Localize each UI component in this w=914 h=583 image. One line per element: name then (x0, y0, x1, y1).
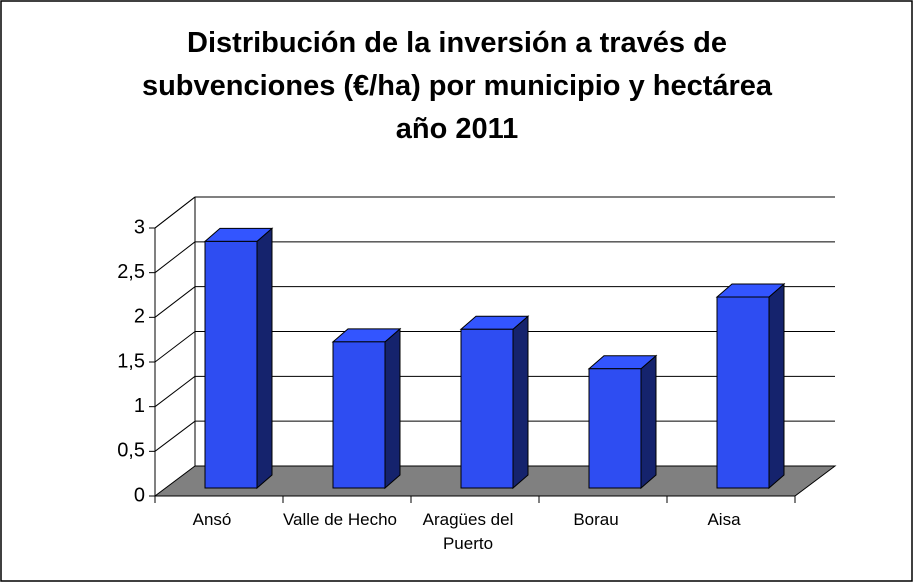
grid-line (154, 420, 196, 452)
bar (715, 282, 786, 490)
x-tick-label: Borau (573, 510, 619, 529)
x-tick-label: Aisa (707, 510, 741, 529)
y-tick-label: 0 (134, 484, 145, 506)
bar-side (640, 354, 657, 490)
y-tick-label: 2,5 (117, 261, 145, 283)
y-tick-label: 0,5 (117, 440, 145, 462)
grid-line (154, 196, 196, 229)
bar (203, 227, 274, 490)
bar-side (256, 227, 273, 490)
bar-front (460, 328, 514, 489)
x-tick-label: Valle de Hecho (282, 510, 398, 529)
y-tick-label: 3 (134, 216, 145, 238)
grid-line (154, 375, 196, 408)
bar-side (512, 315, 529, 490)
bar (331, 327, 402, 490)
grid-line (154, 331, 196, 363)
bar-side (768, 282, 785, 490)
y-tick-label: 1 (134, 395, 145, 417)
grid-line (154, 241, 196, 274)
bar-front (716, 296, 770, 489)
y-tick-label: 2 (134, 306, 145, 328)
y-tick-label: 1,5 (117, 350, 145, 372)
x-tick-label: Aragües del Puerto (422, 510, 514, 553)
bar (459, 315, 530, 490)
bar-front (204, 240, 258, 489)
chart-title: Distribución de la inversión a través de… (141, 27, 773, 145)
x-tick-label: Ansó (192, 510, 232, 529)
bar-side (384, 327, 401, 490)
grid-line (154, 286, 196, 318)
bar-front (332, 341, 386, 489)
bar (587, 354, 658, 490)
bar-front (588, 368, 642, 489)
